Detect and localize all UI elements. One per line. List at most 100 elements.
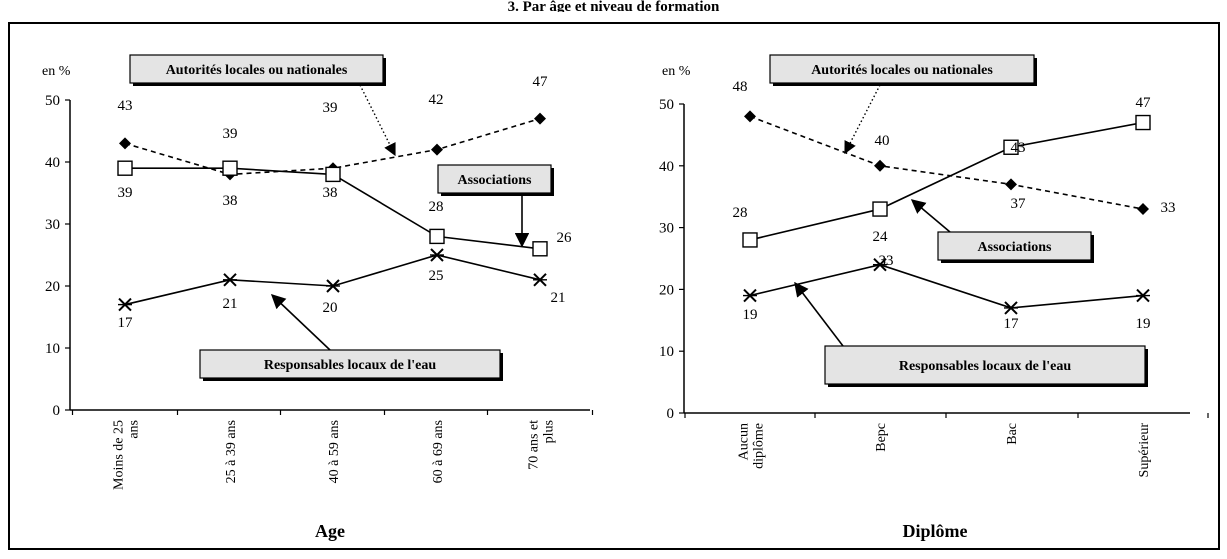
series-asterisk: 17 21 20 25 21 [118, 248, 566, 331]
data-label: 19 [743, 307, 758, 323]
y-tick-label: 10 [45, 341, 60, 357]
annotation-text: Autorités locales ou nationales [166, 63, 348, 78]
data-point [117, 160, 133, 176]
series-annotation: Autorités locales ou nationales [129, 54, 396, 157]
data-label: 43 [1011, 140, 1026, 156]
data-label: 20 [323, 300, 338, 316]
data-point [325, 166, 341, 183]
data-point [118, 297, 132, 312]
annotation-box [129, 54, 384, 84]
data-label: 21 [551, 290, 566, 306]
annotation-box [824, 345, 1146, 385]
annotation-text: Associations [458, 173, 532, 188]
data-label: 28 [429, 199, 444, 215]
x-category-label: Moins de 25 [112, 420, 127, 490]
chart-2: 0 10 20 30 40 50 Aucun diplôme Bepc Bac Supérieur e… [659, 54, 1209, 541]
data-label: 40 [875, 133, 890, 149]
data-point [533, 273, 547, 287]
series-diamond: 48 40 37 33 [733, 79, 1176, 216]
x-category-label: Bepc [874, 423, 889, 452]
annotation-box [769, 54, 1035, 84]
data-point [873, 257, 887, 272]
x-category-label: Aucun [737, 423, 752, 460]
y-tick-label: 0 [53, 403, 61, 419]
x-category-label: plus [542, 420, 557, 443]
x-axis-title: Age [315, 521, 345, 541]
y-tick-label: 40 [45, 155, 60, 171]
series-line [124, 117, 541, 176]
x-category-label: 40 à 59 ans [327, 420, 342, 483]
x-category-label: diplôme [752, 423, 767, 469]
chart-1: 0 10 20 30 40 50 Moins de 25 ans 25 à 39 ans 40 à… [42, 54, 594, 541]
data-point [119, 137, 131, 150]
y-tick-label: 10 [659, 344, 674, 360]
series-annotation: Responsables locaux de l'eau [199, 294, 503, 381]
data-label: 17 [1004, 316, 1020, 332]
annotation-arrow [359, 84, 396, 157]
data-point [1005, 178, 1017, 191]
data-label: 39 [118, 185, 133, 201]
series-asterisk: 19 24 17 19 [743, 229, 1151, 332]
x-category-label: Bac [1005, 423, 1020, 445]
annotation-box [199, 349, 501, 379]
x-category-label: 70 ans et [527, 420, 542, 470]
y-tick-label: 30 [659, 221, 674, 237]
data-point [222, 160, 238, 176]
annotation-arrow [910, 199, 951, 233]
series-square: 39 39 38 28 26 [117, 126, 573, 257]
y-tick-label: 30 [45, 217, 60, 233]
data-label: 37 [1011, 196, 1027, 212]
series-line [749, 263, 1144, 309]
data-label: 21 [223, 296, 238, 312]
series-line [749, 121, 1144, 241]
data-point [1135, 114, 1151, 131]
data-label: 48 [733, 79, 748, 95]
data-point [534, 112, 546, 125]
x-category-label: 25 à 39 ans [224, 420, 239, 483]
data-label: 19 [1136, 316, 1151, 332]
data-label: 43 [118, 98, 133, 114]
data-label: 24 [873, 229, 889, 245]
data-point [430, 248, 444, 262]
figure-frame [8, 22, 1220, 550]
data-point [326, 279, 340, 293]
data-label: 26 [557, 230, 573, 246]
y-tick-label: 40 [659, 159, 674, 175]
series-annotation: Associations [910, 199, 1094, 263]
series-line [749, 115, 1144, 210]
annotation-box [937, 231, 1092, 261]
data-point [743, 288, 757, 303]
data-label: 42 [429, 92, 444, 108]
page-title: 3. Par âge et niveau de formation [507, 0, 720, 12]
annotation-text: Associations [978, 240, 1052, 255]
series-annotation: Autorités locales ou nationales [769, 54, 1037, 155]
data-point [1137, 203, 1149, 216]
series-diamond: 43 39 42 47 [118, 74, 548, 181]
data-point [429, 228, 445, 245]
data-point [532, 241, 548, 257]
data-label: 17 [118, 315, 134, 331]
series-annotation: Associations [437, 164, 554, 248]
data-label: 33 [1161, 200, 1176, 216]
annotation-text: Autorités locales ou nationales [811, 63, 993, 78]
data-point [744, 110, 756, 123]
annotation-box [437, 164, 552, 194]
annotation-arrow [270, 294, 331, 351]
series-line [124, 254, 541, 306]
data-point [742, 232, 758, 248]
unit-label: en % [662, 64, 691, 79]
annotation-arrow [844, 84, 881, 155]
data-point [223, 273, 237, 287]
x-axis-title: Diplôme [903, 521, 968, 541]
data-point [1136, 288, 1150, 303]
data-label: 39 [323, 100, 338, 116]
y-tick-label: 50 [45, 93, 60, 109]
x-category-label: 60 à 69 ans [431, 420, 446, 483]
data-label: 39 [223, 126, 238, 142]
x-category-label: ans [127, 420, 142, 439]
data-point [1004, 301, 1018, 315]
data-label: 38 [323, 185, 338, 201]
y-tick-label: 20 [45, 279, 60, 295]
unit-label: en % [42, 64, 71, 79]
